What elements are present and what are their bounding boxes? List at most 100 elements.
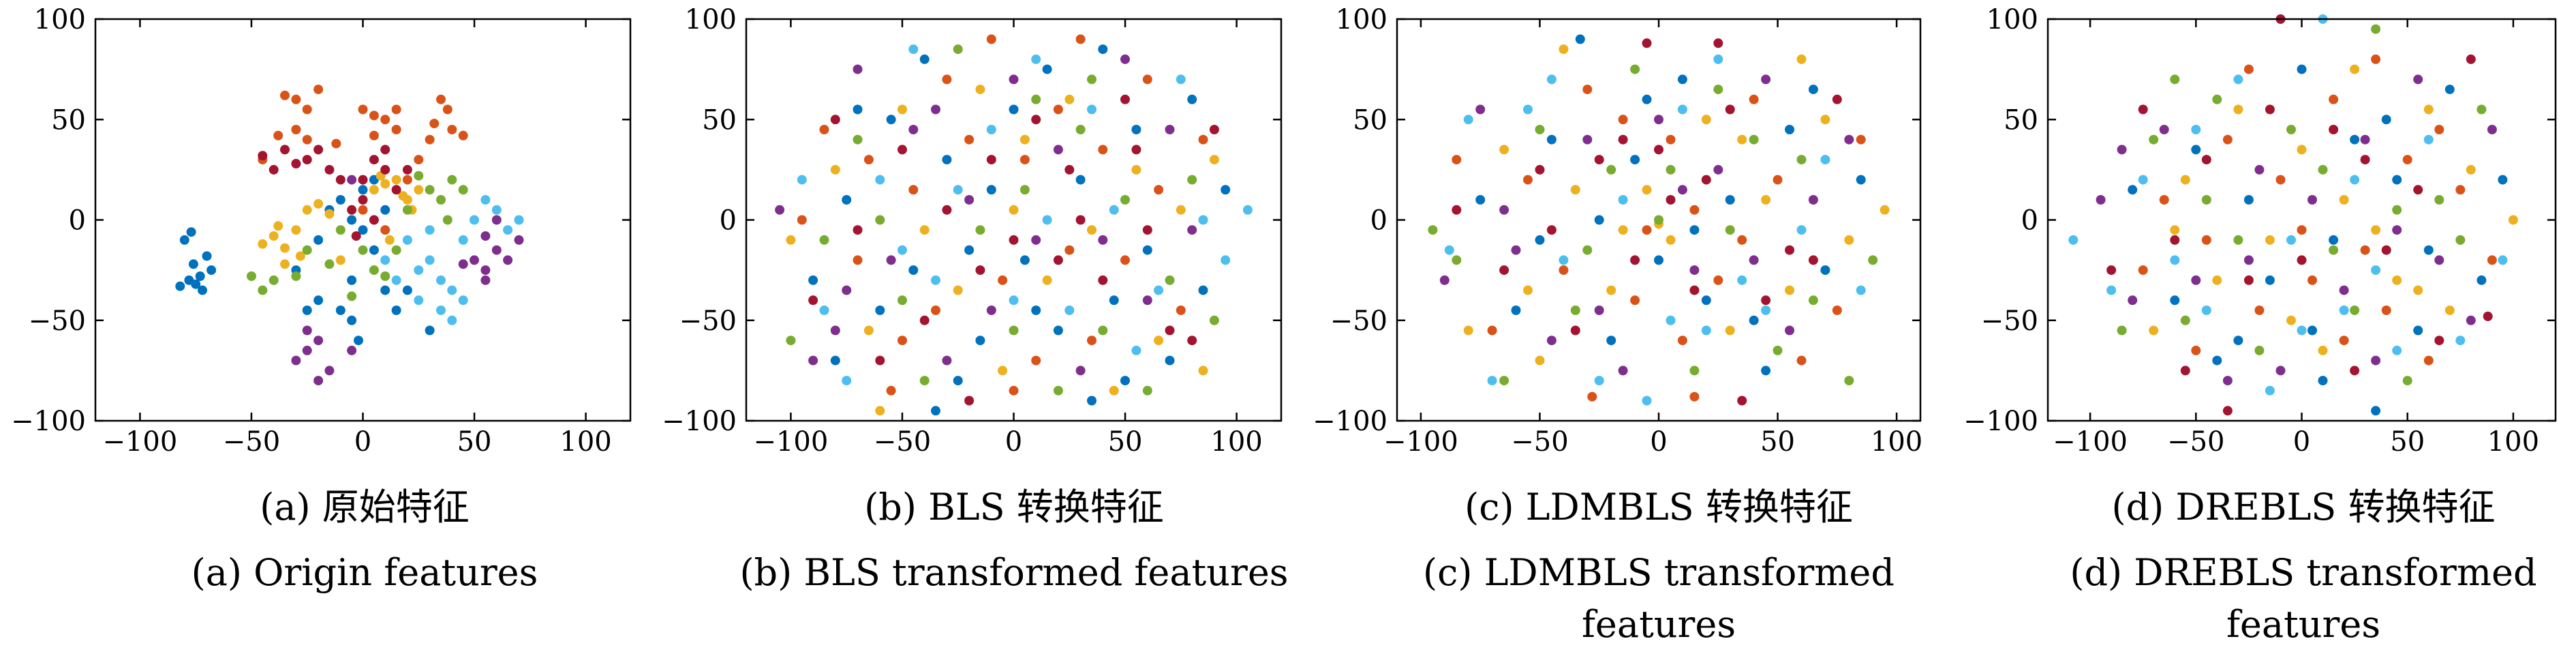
data-point bbox=[1120, 94, 1130, 104]
data-point bbox=[863, 325, 874, 336]
data-point bbox=[2297, 145, 2307, 155]
data-point bbox=[2477, 104, 2487, 115]
data-point bbox=[2265, 385, 2275, 396]
series-3 bbox=[1463, 44, 1890, 366]
data-point bbox=[2222, 376, 2233, 386]
data-point bbox=[2423, 104, 2434, 115]
data-point bbox=[853, 64, 863, 74]
data-point bbox=[1642, 38, 1652, 48]
data-point bbox=[425, 134, 435, 145]
data-point bbox=[358, 185, 368, 195]
x-tick-label: 50 bbox=[1108, 426, 1143, 458]
data-point bbox=[1773, 175, 1783, 185]
data-point bbox=[1630, 155, 1640, 165]
data-point bbox=[414, 185, 424, 195]
data-point bbox=[1154, 185, 1164, 195]
data-point bbox=[2360, 155, 2370, 165]
data-point bbox=[1087, 396, 1097, 406]
data-point bbox=[953, 185, 963, 195]
data-point bbox=[425, 325, 435, 336]
data-point bbox=[335, 255, 346, 265]
data-point bbox=[2318, 345, 2328, 355]
data-point bbox=[1109, 295, 1119, 306]
data-point bbox=[2138, 265, 2148, 276]
data-point bbox=[2201, 195, 2211, 205]
series-7 bbox=[1452, 38, 1842, 406]
data-point bbox=[931, 406, 940, 416]
data-point bbox=[1630, 255, 1640, 265]
data-point bbox=[347, 175, 357, 185]
data-point bbox=[2275, 366, 2286, 376]
data-point bbox=[908, 125, 919, 134]
data-point bbox=[830, 115, 840, 125]
data-point bbox=[1820, 265, 1830, 276]
data-point bbox=[175, 281, 185, 291]
data-point bbox=[2434, 195, 2444, 205]
caption-cn: (c) LDMBLS 转换特征 bbox=[1465, 486, 1853, 529]
data-point bbox=[1487, 376, 1497, 386]
data-point bbox=[280, 90, 290, 100]
data-point bbox=[1689, 366, 1700, 376]
data-point bbox=[1075, 34, 1086, 44]
data-point bbox=[1064, 306, 1075, 315]
data-point bbox=[1452, 205, 1462, 215]
data-point bbox=[358, 195, 368, 205]
data-point bbox=[1618, 134, 1628, 145]
data-point bbox=[1618, 195, 1628, 205]
y-tick-label: −50 bbox=[1981, 306, 2038, 337]
data-point bbox=[2212, 275, 2222, 285]
data-point bbox=[1594, 155, 1604, 165]
data-point bbox=[2191, 345, 2201, 355]
data-point bbox=[2201, 235, 2211, 245]
data-point bbox=[942, 355, 952, 366]
caption-en: (c) LDMBLS transformed bbox=[1423, 551, 1895, 594]
data-point bbox=[1511, 306, 1521, 315]
data-point bbox=[2350, 175, 2360, 185]
data-point bbox=[1689, 391, 1700, 402]
data-point bbox=[842, 376, 852, 386]
data-point bbox=[302, 306, 312, 315]
data-point bbox=[1796, 355, 1807, 366]
data-point bbox=[458, 235, 468, 245]
data-point bbox=[975, 225, 985, 235]
data-point bbox=[1042, 215, 1052, 225]
data-point bbox=[195, 271, 205, 281]
data-point bbox=[1677, 336, 1687, 346]
x-tick-label: −50 bbox=[2167, 426, 2224, 458]
data-point bbox=[1187, 94, 1197, 104]
data-point bbox=[853, 255, 863, 265]
data-point bbox=[2243, 195, 2254, 205]
data-point bbox=[1031, 235, 1041, 245]
data-point bbox=[447, 315, 457, 325]
data-point bbox=[2286, 125, 2296, 134]
data-point bbox=[1098, 325, 1108, 336]
series-1 bbox=[2128, 64, 2508, 416]
data-point bbox=[380, 164, 390, 175]
data-point bbox=[198, 285, 207, 295]
data-point bbox=[2233, 74, 2243, 85]
data-point bbox=[2413, 74, 2423, 85]
data-point bbox=[2477, 275, 2487, 285]
data-point bbox=[302, 325, 312, 336]
series-5 bbox=[2117, 24, 2487, 386]
data-point bbox=[503, 225, 513, 235]
scatter-panel-2: −100 −50 0 50 100 −100 −50 0 50 100 (b) BLS 转换特征 (b… bbox=[662, 4, 1288, 594]
data-point bbox=[2350, 306, 2360, 315]
data-point bbox=[2350, 366, 2360, 376]
data-point bbox=[273, 221, 283, 231]
data-point bbox=[1701, 325, 1711, 336]
data-point bbox=[491, 215, 502, 225]
data-point bbox=[2138, 104, 2148, 115]
data-point bbox=[402, 195, 412, 205]
data-point bbox=[1654, 145, 1663, 155]
data-point bbox=[998, 366, 1008, 376]
data-point bbox=[986, 185, 996, 195]
series-2 bbox=[258, 85, 468, 235]
x-tick-label: 0 bbox=[2293, 426, 2310, 458]
x-tick-label: 0 bbox=[1650, 426, 1667, 458]
series-6 bbox=[797, 44, 1253, 386]
data-point bbox=[2487, 125, 2497, 134]
data-point bbox=[2360, 134, 2370, 145]
data-point bbox=[1120, 376, 1130, 386]
data-point bbox=[986, 125, 996, 134]
